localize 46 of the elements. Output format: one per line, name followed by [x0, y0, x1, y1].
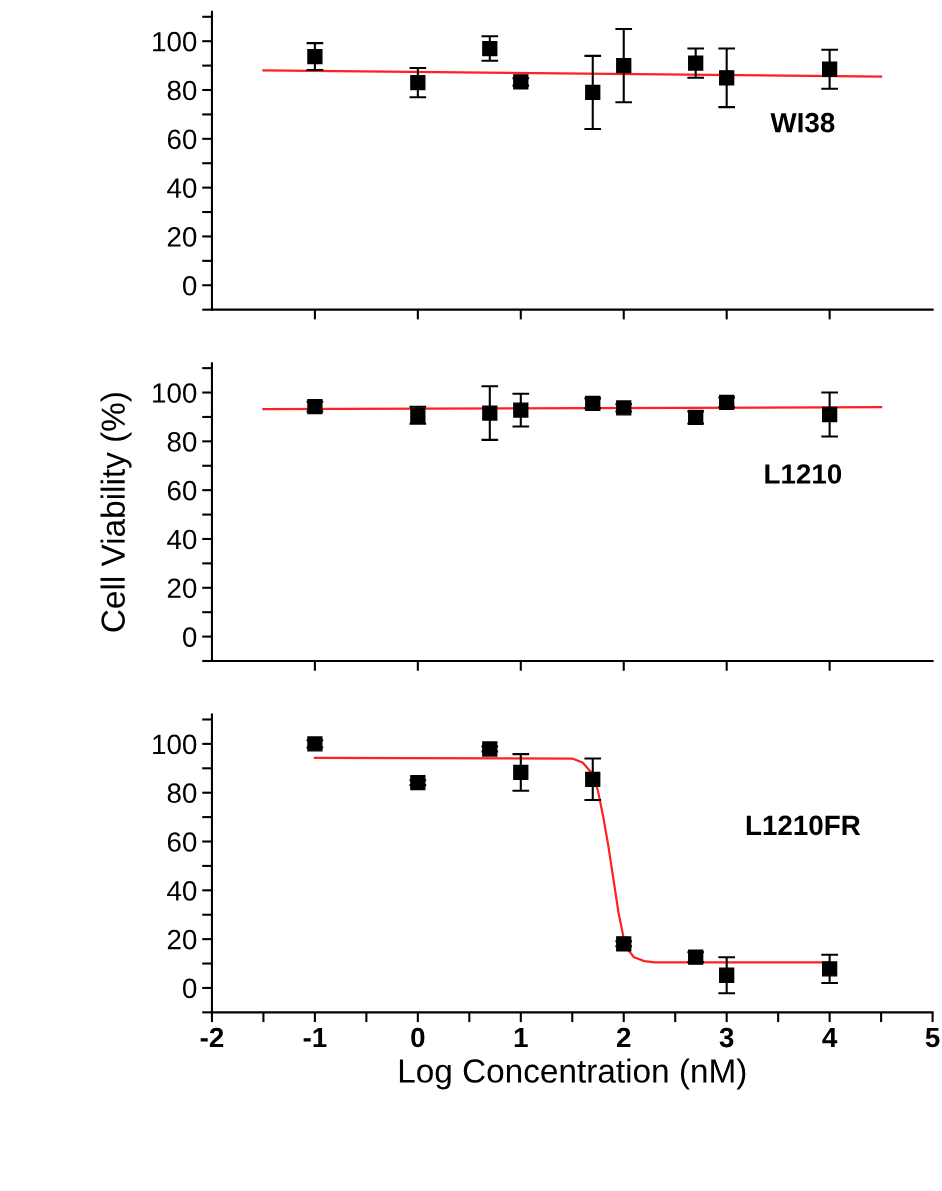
y-axis-title: Cell Viability (%)	[100, 393, 132, 632]
y-tick-label: 60	[167, 832, 197, 852]
x-tick-label: 0	[411, 1027, 425, 1048]
y-tick-label: 60	[167, 480, 197, 501]
point	[719, 70, 735, 86]
y-tick-label: 0	[183, 275, 197, 296]
point	[821, 406, 838, 423]
point	[821, 61, 838, 77]
annotation: L1210	[765, 464, 842, 484]
y-tick-label: 100	[153, 31, 197, 52]
point	[513, 764, 529, 781]
point	[688, 55, 704, 71]
y-tick-label: 80	[167, 80, 197, 101]
x-tick-label: 5	[925, 1027, 940, 1048]
y-tick-label: 0	[183, 627, 197, 647]
x-tick-label: 4	[822, 1027, 838, 1048]
y-tick-label: 80	[167, 432, 197, 452]
point	[616, 57, 632, 74]
annotation: WI38	[770, 112, 835, 133]
x-tick-label: 3	[719, 1027, 734, 1048]
y-tick-label: 60	[167, 129, 197, 150]
y-tick-label: 80	[167, 783, 197, 804]
y-tick-label: 40	[167, 178, 197, 198]
x-axis-title: Log Concentration (nM)	[399, 1058, 746, 1090]
x-tick-label: -2	[200, 1027, 224, 1048]
point	[585, 84, 601, 101]
annotation: L1210FR	[746, 815, 861, 836]
y-tick-label: 100	[153, 383, 197, 403]
point	[585, 771, 601, 787]
point	[821, 961, 838, 977]
point	[719, 967, 735, 983]
y-tick-label: 20	[167, 929, 197, 950]
x-tick-label: -1	[303, 1027, 327, 1048]
x-tick-label: 2	[616, 1027, 631, 1048]
point	[482, 40, 498, 57]
y-tick-label: 40	[167, 880, 197, 901]
y-tick-label: 0	[183, 978, 197, 999]
point	[513, 402, 529, 418]
y-tick-label: 20	[167, 578, 197, 599]
point	[307, 48, 323, 65]
x-tick-label: 1	[514, 1027, 528, 1048]
y-tick-label: 100	[153, 734, 197, 755]
point	[410, 75, 426, 91]
point	[482, 405, 498, 421]
y-tick-label: 20	[167, 227, 197, 247]
y-tick-label: 40	[167, 529, 197, 550]
